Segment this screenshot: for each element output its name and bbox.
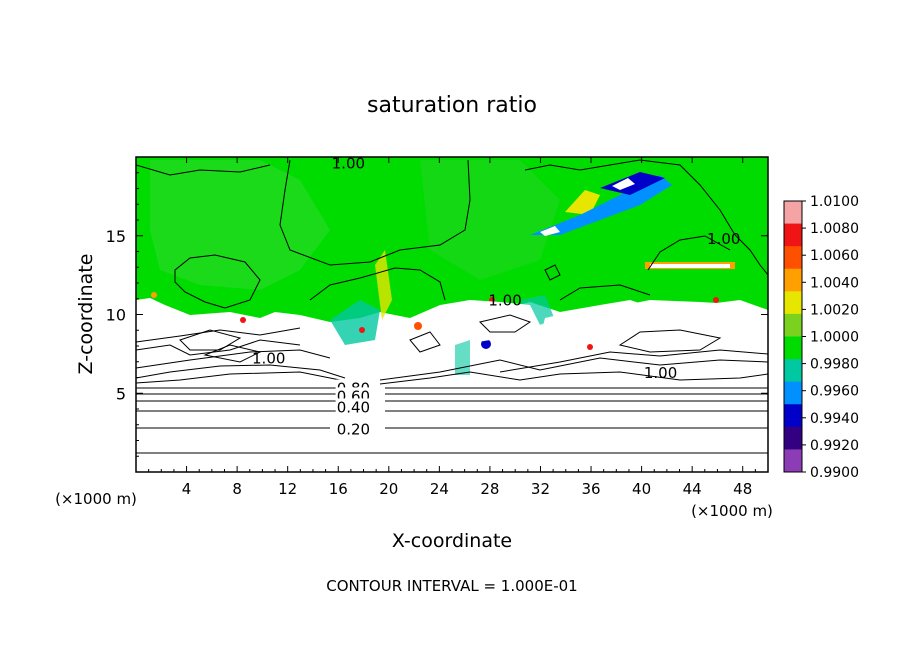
colorbar-swatch — [784, 336, 802, 360]
x-tick-label: 32 — [531, 480, 550, 498]
colorbar-swatch — [784, 449, 802, 473]
colorbar-label: 1.0040 — [810, 275, 859, 291]
colorbar-swatch — [784, 223, 802, 247]
colorbar-label: 0.9960 — [810, 384, 859, 400]
contour-label: 1.00 — [644, 364, 677, 382]
x-tick-label: 8 — [232, 480, 242, 498]
colorbar-label: 1.0080 — [810, 221, 859, 237]
colorbar-label: 1.0060 — [810, 248, 859, 264]
contour-label: 1.00 — [707, 230, 740, 248]
x-tick-label: 4 — [182, 480, 192, 498]
x-tick-label: 24 — [430, 480, 449, 498]
x-tick-label: 16 — [329, 480, 348, 498]
x-tick-label: 12 — [278, 480, 297, 498]
colorbar-label: 1.0020 — [810, 302, 859, 318]
x-tick-label: 44 — [683, 480, 702, 498]
x-tick-label: 48 — [733, 480, 752, 498]
x-unit-right: (×1000 m) — [691, 502, 773, 520]
x-axis-label: X-coordinate — [392, 530, 512, 552]
colorbar-swatch — [784, 404, 802, 428]
contour-label: 0.20 — [337, 420, 370, 438]
contour-lines — [136, 159, 768, 454]
colorbar: 1.0100 1.0080 1.0060 1.0040 1.0020 1.0000 0.99… — [783, 194, 859, 481]
colorbar-swatch — [784, 381, 802, 405]
contour-label: 1.00 — [252, 350, 285, 368]
x-tick-label: 28 — [480, 480, 499, 498]
contour-interval-note: CONTOUR INTERVAL = 1.000E-01 — [326, 577, 577, 595]
x-tick-label: 40 — [632, 480, 651, 498]
x-axis-ticks: 4 8 12 16 20 24 28 32 36 40 44 48 — [148, 157, 756, 498]
contour-labels: 1.001.001.001.001.000.800.600.400.20 — [252, 154, 740, 439]
contour-label-bg — [335, 420, 372, 439]
y-axis-label: Z-coordinate — [75, 254, 97, 375]
colorbar-swatch — [784, 313, 802, 337]
contour-label: 1.00 — [488, 291, 521, 309]
contour-label: 1.00 — [332, 154, 365, 172]
saturation-field — [136, 157, 768, 472]
colorbar-swatch — [784, 268, 802, 292]
y-axis-ticks: 5 10 15 — [106, 172, 768, 457]
colorbar-swatch — [784, 359, 802, 383]
contour-label: 0.40 — [337, 398, 370, 416]
colorbar-label: 1.0000 — [810, 330, 859, 346]
x-tick-label: 20 — [379, 480, 398, 498]
y-tick-label: 10 — [106, 306, 126, 325]
colorbar-label: 0.9900 — [810, 465, 859, 481]
colorbar-swatch — [784, 426, 802, 450]
colorbar-label: 1.0100 — [810, 194, 859, 210]
colorbar-swatch — [784, 291, 802, 315]
colorbar-label: 0.9940 — [810, 411, 859, 427]
contour-label-bg — [335, 398, 372, 417]
x-tick-label: 36 — [581, 480, 600, 498]
y-tick-label: 15 — [106, 227, 126, 246]
colorbar-label: 0.9980 — [810, 357, 859, 373]
colorbar-label: 0.9920 — [810, 438, 859, 454]
colorbar-swatch — [784, 201, 802, 225]
colorbar-swatch — [784, 246, 802, 270]
y-tick-label: 5 — [116, 384, 126, 403]
x-unit-left: (×1000 m) — [55, 490, 137, 508]
chart-title: saturation ratio — [367, 93, 537, 118]
